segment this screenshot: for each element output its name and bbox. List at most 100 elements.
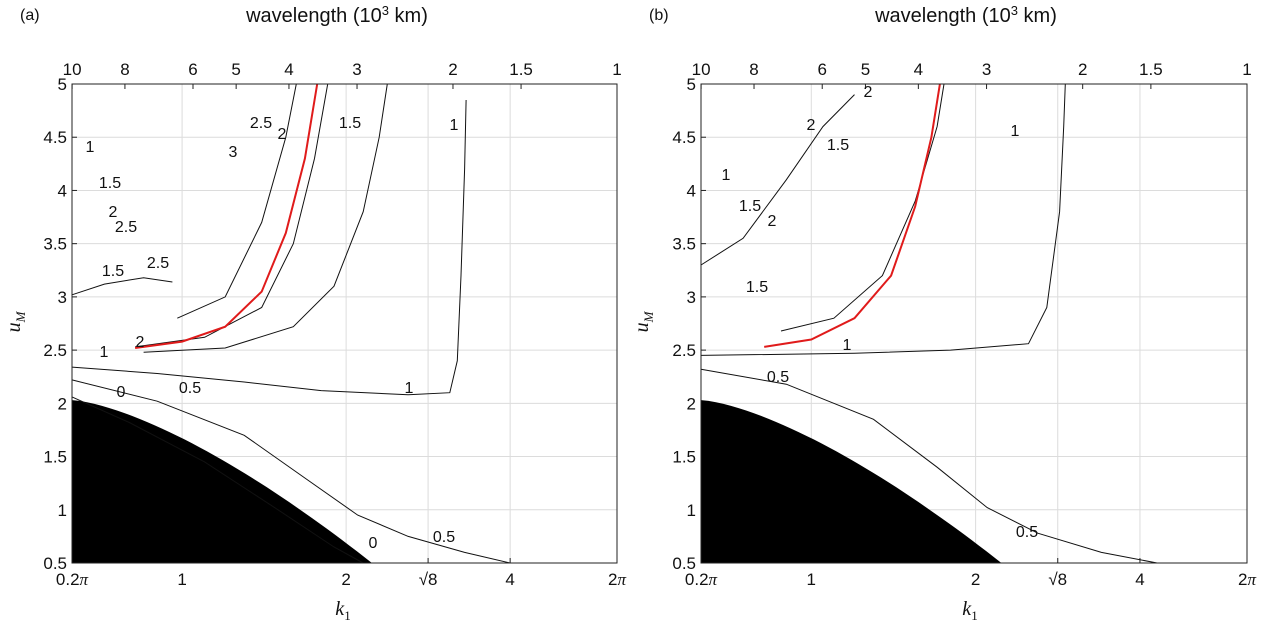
top-tick-label: 3: [982, 60, 991, 79]
contour-label: 2: [109, 204, 118, 221]
top-tick-label: 4: [914, 60, 923, 79]
contour-line: [780, 83, 945, 332]
contour-line: [177, 83, 297, 319]
contour-label: 2: [807, 117, 816, 134]
contour-label: 2: [864, 84, 873, 101]
y-tick-label: 5: [58, 75, 67, 94]
top-tick-label: 5: [861, 60, 870, 79]
y-tick-label: 0.5: [43, 554, 67, 573]
top-tick-label: 6: [817, 60, 826, 79]
top-tick-label: 10: [63, 60, 82, 79]
y-tick-label: 2.5: [672, 341, 696, 360]
contour-label: 2.5: [147, 255, 169, 272]
top-tick-label: 1.5: [509, 60, 533, 79]
x-tick-label: 2: [971, 570, 980, 589]
contour-line: [71, 99, 467, 396]
top-tick-label: 3: [352, 60, 361, 79]
top-tick-label: 1: [612, 60, 621, 79]
y-tick-label: 5: [687, 75, 696, 94]
contour-label: 3: [229, 144, 238, 161]
top-tick-label: 6: [188, 60, 197, 79]
contour-line: [135, 83, 329, 348]
y-tick-label: 4: [687, 181, 696, 200]
contour-label: 0: [369, 535, 378, 552]
x-tick-label: √8: [419, 570, 438, 589]
contour-label: 1: [722, 167, 731, 184]
x-tick-label: 1: [807, 570, 816, 589]
contour-label: 0: [117, 384, 126, 401]
y-tick-label: 4.5: [43, 128, 67, 147]
y-tick-label: 0.5: [672, 554, 696, 573]
x-tick-label: 4: [505, 570, 514, 589]
top-tick-label: 10: [692, 60, 711, 79]
y-tick-label: 2: [58, 394, 67, 413]
y-tick-label: 1: [58, 501, 67, 520]
y-tick-label: 2.5: [43, 341, 67, 360]
y-axis-label: uM: [631, 310, 656, 332]
contour-label: 0.5: [767, 369, 789, 386]
highlight-curve: [134, 83, 319, 349]
top-tick-label: 2: [448, 60, 457, 79]
contour-label: 0.5: [433, 529, 455, 546]
contour-label: 1.5: [339, 115, 361, 132]
y-tick-label: 2: [687, 394, 696, 413]
contour-label: 2: [136, 334, 145, 351]
x-tick-label: 2π: [608, 570, 626, 589]
contour-line: [700, 368, 1158, 564]
contour-label: 1: [843, 337, 852, 354]
x-axis-label: k1: [335, 598, 350, 623]
top-tick-label: 8: [749, 60, 758, 79]
contour-line: [71, 379, 511, 564]
top-axis-label: wavelength (103 km): [245, 3, 428, 27]
highlight-curve: [764, 83, 941, 348]
contour-line: [700, 94, 855, 266]
x-axis-label: k1: [962, 598, 977, 623]
x-tick-label: 1: [177, 570, 186, 589]
top-axis-label: wavelength (103 km): [874, 3, 1057, 27]
contour-label: 2.5: [250, 115, 272, 132]
panel-label: (a): [20, 7, 40, 24]
y-tick-label: 4.5: [672, 128, 696, 147]
x-tick-label: 0.2π: [685, 570, 718, 589]
x-tick-label: √8: [1048, 570, 1067, 589]
top-tick-label: 4: [284, 60, 293, 79]
panel-label: (b): [649, 7, 669, 24]
contour-label: 1.5: [827, 137, 849, 154]
top-tick-label: 5: [231, 60, 240, 79]
contour-label: 2.5: [115, 219, 137, 236]
y-tick-label: 1.5: [672, 448, 696, 467]
contour-line: [71, 277, 173, 296]
x-tick-label: 0.2π: [56, 570, 89, 589]
top-tick-label: 8: [120, 60, 129, 79]
contour-label: 1.5: [99, 175, 121, 192]
contour-label: 1.5: [102, 263, 124, 280]
contour-label: 1: [450, 117, 459, 134]
panel-a: (a) wavelength (103 km) k1 uM 0.2π 1 2 √8 4 2…: [3, 3, 626, 623]
filled-region: [701, 400, 1002, 563]
y-tick-label: 3.5: [672, 235, 696, 254]
contour-label: 0.5: [1016, 524, 1038, 541]
contour-label: 1: [86, 139, 95, 156]
contour-line: [700, 83, 1066, 356]
contour-line: [143, 83, 388, 353]
y-tick-label: 4: [58, 181, 67, 200]
top-tick-label: 1: [1242, 60, 1251, 79]
y-axis-label: uM: [3, 310, 28, 332]
y-tick-label: 3: [58, 288, 67, 307]
contour-label: 2: [278, 126, 287, 143]
contour-label: 1.5: [739, 198, 761, 215]
x-tick-label: 4: [1135, 570, 1144, 589]
contour-line: [71, 396, 364, 564]
top-tick-label: 2: [1078, 60, 1087, 79]
x-tick-label: 2π: [1238, 570, 1256, 589]
contour-label: 2: [768, 213, 777, 230]
y-tick-label: 3: [687, 288, 696, 307]
contour-label: 1: [405, 380, 414, 397]
y-tick-label: 1: [687, 501, 696, 520]
contour-label: 1.5: [746, 279, 768, 296]
contour-label: 1: [1011, 123, 1020, 140]
x-tick-label: 2: [341, 570, 350, 589]
